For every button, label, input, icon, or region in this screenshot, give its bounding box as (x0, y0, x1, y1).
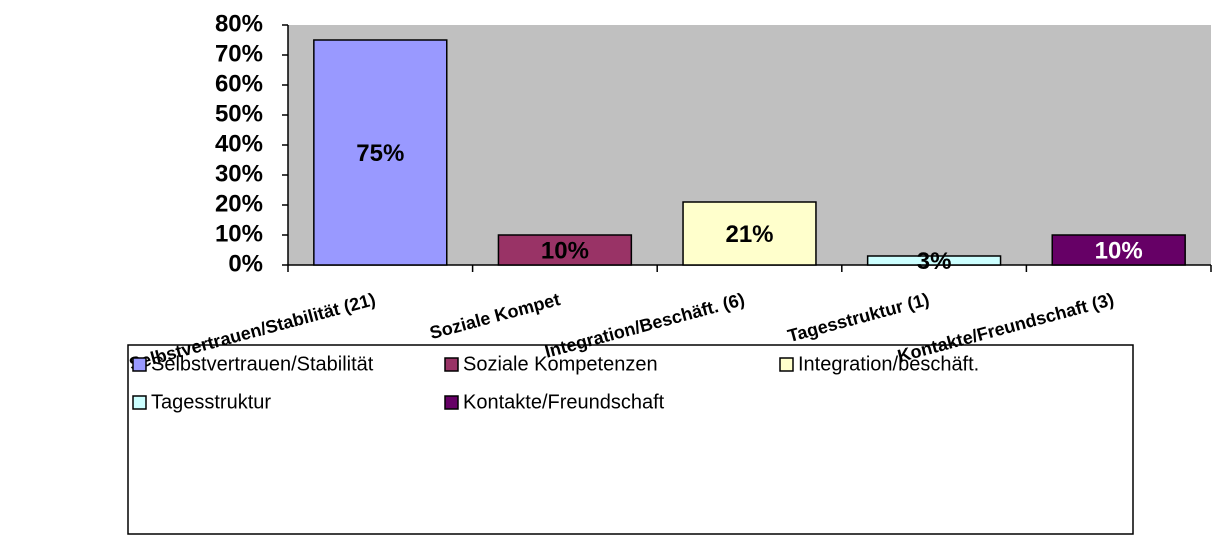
x-tick-label: Tagesstruktur (1) (785, 289, 931, 346)
legend-label: Selbstvertrauen/Stabilität (151, 353, 374, 375)
legend-box (127, 344, 1134, 535)
y-tick-label: 80% (215, 10, 263, 37)
bar (682, 201, 817, 266)
legend-swatch (444, 395, 459, 410)
bar (497, 234, 633, 266)
y-tick-label: 0% (228, 250, 263, 277)
legend-swatch (779, 357, 794, 372)
y-tick-label: 30% (215, 160, 263, 187)
value-label: 21% (725, 221, 773, 248)
legend-swatch (444, 357, 459, 372)
value-label: 75% (356, 140, 404, 167)
y-tick-label: 70% (215, 40, 263, 67)
value-label: 3% (917, 248, 952, 275)
y-tick-label: 20% (215, 190, 263, 217)
bar (1051, 234, 1186, 266)
legend-label: Tagesstruktur (151, 391, 271, 413)
value-label: 10% (541, 237, 589, 264)
y-tick-label: 60% (215, 70, 263, 97)
y-tick-label: 50% (215, 100, 263, 127)
legend-swatch (132, 357, 147, 372)
legend-label: Integration/beschäft. (798, 353, 979, 375)
y-tick-label: 40% (215, 130, 263, 157)
legend-swatch (132, 395, 147, 410)
bar (866, 255, 1002, 266)
x-tick-label: Soziale Kompet (428, 289, 563, 343)
legend-label: Kontakte/Freundschaft (463, 391, 665, 413)
y-tick-label: 10% (215, 220, 263, 247)
bar (313, 39, 448, 266)
legend-label: Soziale Kompetenzen (463, 353, 658, 375)
value-label: 10% (1095, 237, 1143, 264)
